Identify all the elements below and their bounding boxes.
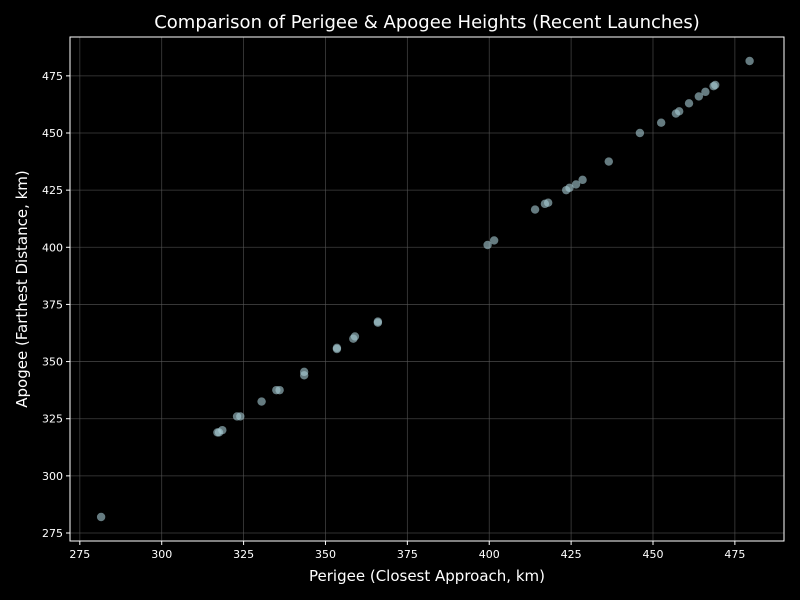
x-tick-label: 475 xyxy=(724,548,745,561)
y-tick-label: 375 xyxy=(42,298,63,311)
scatter-point xyxy=(483,240,492,250)
scatter-point xyxy=(218,425,227,435)
x-tick-label: 275 xyxy=(69,548,90,561)
scatter-point xyxy=(489,236,499,245)
x-tick-label: 300 xyxy=(151,548,172,561)
points-layer xyxy=(96,56,754,522)
scatter-point xyxy=(257,397,266,406)
y-axis-label: Apogee (Farthest Distance, km) xyxy=(13,170,31,408)
scatter-point xyxy=(674,107,684,116)
x-axis-label: Perigee (Closest Approach, km) xyxy=(309,567,545,585)
scatter-point xyxy=(656,118,666,127)
scatter-point xyxy=(578,175,587,185)
scatter-point xyxy=(275,385,284,395)
scatter-point xyxy=(332,343,342,353)
y-tick-label: 475 xyxy=(42,70,63,83)
scatter-point xyxy=(543,198,553,207)
y-tick-label: 425 xyxy=(42,184,63,197)
scatter-point xyxy=(236,412,245,421)
grid-layer xyxy=(70,37,784,541)
y-tick-label: 350 xyxy=(42,356,63,369)
scatter-point xyxy=(604,157,613,166)
x-tick-label: 450 xyxy=(642,548,663,561)
scatter-point xyxy=(571,180,581,189)
x-tick-label: 325 xyxy=(233,548,254,561)
y-tick-label: 275 xyxy=(42,527,63,540)
x-tick-label: 350 xyxy=(315,548,336,561)
y-tick-label: 325 xyxy=(42,413,63,426)
x-tick-label: 400 xyxy=(479,548,500,561)
scatter-point xyxy=(684,99,694,108)
scatter-point xyxy=(299,367,309,377)
scatter-point xyxy=(745,56,754,66)
plot-frame xyxy=(69,36,785,542)
scatter-point xyxy=(350,332,360,341)
chart-title: Comparison of Perigee & Apogee Heights (… xyxy=(154,12,700,33)
y-tick-label: 400 xyxy=(42,241,63,254)
scatter-point xyxy=(694,92,704,101)
x-tick-label: 425 xyxy=(561,548,582,561)
scatter-point xyxy=(530,205,540,214)
scatter-point xyxy=(565,183,574,193)
y-tick-label: 300 xyxy=(42,470,63,483)
scatter-point xyxy=(96,512,106,522)
x-tick-label: 375 xyxy=(397,548,418,561)
ticks-layer: 275 300 325 350 375 400 425 450 475 275 300 325 350 3… xyxy=(42,70,745,561)
scatter-point xyxy=(635,128,645,138)
scatter-point xyxy=(711,80,720,90)
scatter-point xyxy=(701,87,710,97)
y-tick-label: 450 xyxy=(42,127,63,140)
scatter-point xyxy=(373,317,383,326)
